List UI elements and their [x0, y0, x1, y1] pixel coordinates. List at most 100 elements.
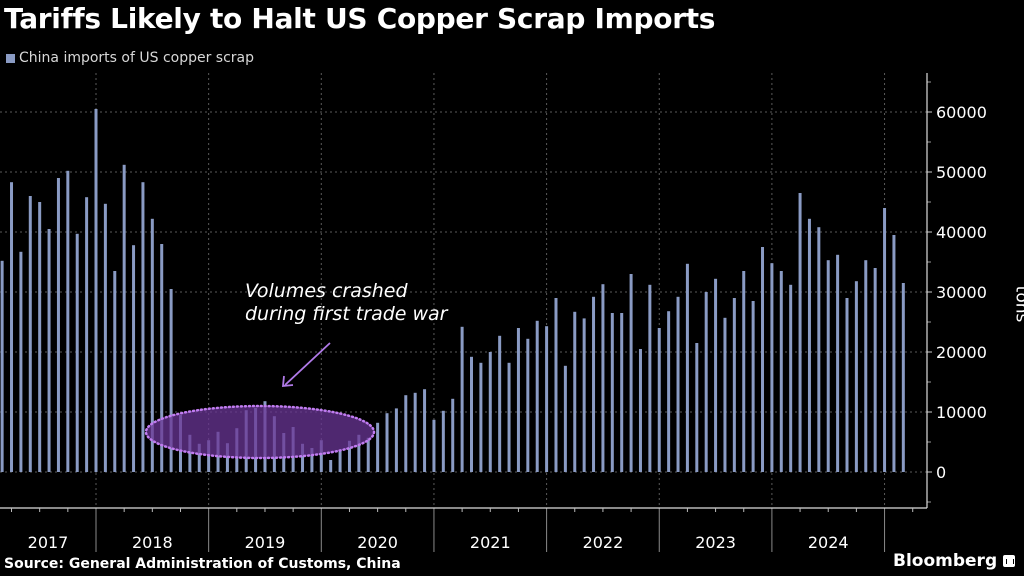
y-tick-label: 50000: [936, 163, 987, 182]
bar: [19, 251, 23, 472]
bar: [47, 229, 51, 472]
bar: [864, 260, 868, 472]
x-tick-label: 2021: [470, 533, 511, 552]
bar: [423, 389, 427, 472]
bar: [197, 443, 201, 472]
bar: [695, 343, 699, 472]
bar: [779, 271, 783, 472]
y-tick-label: 10000: [936, 403, 987, 422]
x-tick-label: 2017: [28, 533, 69, 552]
bar: [150, 218, 154, 472]
y-tick-labels: 0 10000 20000 30000 40000 50000 60000: [936, 103, 987, 482]
bar: [582, 318, 586, 472]
bar: [742, 271, 746, 472]
bar: [545, 326, 549, 472]
bar: [516, 328, 520, 472]
annotation-shapes: [144, 342, 376, 460]
annotation-text: Volumes crashed during first trade war: [245, 280, 448, 326]
bar: [714, 278, 718, 472]
bar: [376, 422, 380, 472]
y-tick-label: 60000: [936, 103, 987, 122]
bar: [347, 440, 351, 472]
bar: [638, 349, 642, 472]
bar: [892, 235, 896, 472]
bar: [836, 254, 840, 472]
bar: [432, 419, 436, 472]
y-tick-label: 40000: [936, 223, 987, 242]
x-tick-label: 2023: [695, 533, 736, 552]
bar: [845, 298, 849, 472]
bar: [657, 328, 661, 472]
bar: [301, 443, 305, 472]
bar: [798, 193, 802, 472]
x-tick-label: 2022: [583, 533, 624, 552]
bar: [451, 398, 455, 472]
bar: [385, 413, 389, 472]
y-tick-label: 0: [936, 463, 946, 482]
bar: [113, 271, 117, 472]
bar: [10, 182, 14, 472]
bar: [56, 178, 60, 472]
bar: [873, 268, 877, 472]
bar: [685, 263, 689, 472]
bar: [479, 362, 483, 472]
bar: [338, 449, 342, 472]
bar: [883, 208, 887, 472]
arrow-head-icon: [281, 375, 294, 388]
bar: [770, 263, 774, 472]
bar: [441, 410, 445, 472]
x-tick-label: 2018: [132, 533, 173, 552]
chart-title: Tariffs Likely to Halt US Copper Scrap I…: [4, 2, 716, 35]
bar: [789, 284, 793, 472]
x-tick-labels: 2017 2018 2019 2020 2021 2022 2023 2024: [28, 533, 849, 552]
bar: [141, 182, 145, 472]
bar: [648, 284, 652, 472]
bar-chart-icon: [1003, 555, 1016, 567]
legend: China imports of US copper scrap: [6, 50, 254, 66]
bar: [732, 298, 736, 472]
bar: [103, 203, 107, 473]
bar: [310, 448, 314, 472]
bar: [826, 260, 830, 472]
bar: [554, 298, 558, 472]
bar: [610, 313, 614, 472]
bar: [817, 227, 821, 472]
bar: [160, 244, 164, 472]
bar: [28, 196, 32, 472]
brand-name: Bloomberg: [893, 551, 998, 571]
bar: [329, 460, 333, 472]
bar: [85, 197, 89, 472]
x-tick-label: 2024: [808, 533, 849, 552]
bars: [0, 109, 905, 473]
highlight-ellipse: [144, 404, 376, 460]
bar: [169, 289, 173, 472]
bar: [488, 352, 492, 472]
arrow-shaft: [284, 342, 331, 386]
x-tick-label: 2020: [357, 533, 398, 552]
y-tick-label: 30000: [936, 283, 987, 302]
annotation-line-2: during first trade war: [245, 303, 448, 325]
bar: [751, 301, 755, 472]
bar: [667, 311, 671, 472]
bar: [563, 365, 567, 472]
bar: [807, 218, 811, 472]
bar: [38, 202, 42, 472]
bar: [470, 356, 473, 472]
bar: [460, 326, 464, 472]
bar: [854, 281, 858, 472]
bar: [761, 247, 765, 472]
bar: [366, 437, 370, 472]
bar: [535, 320, 539, 472]
axes: [0, 73, 932, 552]
bar: [132, 245, 136, 472]
bar: [75, 233, 79, 472]
bar: [629, 274, 633, 472]
bar: [122, 164, 126, 473]
bar: [394, 408, 398, 472]
y-axis-title: tons: [1011, 285, 1024, 323]
annotation-line-1: Volumes crashed: [245, 280, 408, 302]
bar: [620, 313, 624, 472]
source-note: Source: General Administration of Custom…: [4, 556, 401, 572]
legend-label: China imports of US copper scrap: [19, 50, 255, 66]
